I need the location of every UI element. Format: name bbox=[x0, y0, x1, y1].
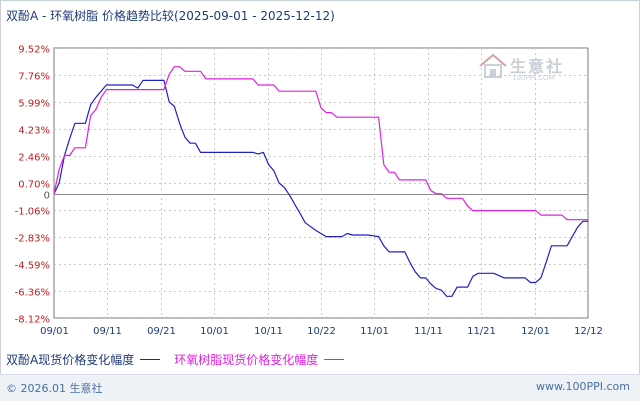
y-tick-label: 9.52% bbox=[18, 45, 50, 56]
chart-title: 双酚A - 环氧树脂 价格趋势比较(2025-09-01 - 2025-12-1… bbox=[6, 9, 335, 23]
watermark: 生意社 100PPI.COM bbox=[478, 52, 562, 84]
x-tick-label: 11/11 bbox=[414, 326, 443, 337]
footer-site-link[interactable]: www.100PPI.com bbox=[536, 380, 630, 393]
y-tick-label: -8.12% bbox=[15, 315, 50, 326]
y-tick-label: -2.83% bbox=[15, 234, 50, 245]
watermark-name: 生意社 bbox=[510, 57, 565, 76]
y-tick-label: -4.59% bbox=[15, 261, 50, 272]
y-tick-label: 0 bbox=[44, 191, 50, 202]
chart-legend: 双酚A现货价格变化幅度 环氧树脂现货价格变化幅度 bbox=[6, 351, 358, 368]
x-tick-label: 09/21 bbox=[147, 326, 176, 337]
footer-bar: © 2026.01 生意社 www.100PPI.com bbox=[0, 374, 640, 401]
x-tick-label: 10/01 bbox=[200, 326, 229, 337]
x-tick-label: 12/12 bbox=[574, 326, 603, 337]
y-tick-label: 5.99% bbox=[18, 99, 50, 110]
y-tick-label: -6.36% bbox=[15, 288, 50, 299]
legend-label-series2: 环氧树脂现货价格变化幅度 bbox=[174, 353, 319, 367]
legend-swatch-series1 bbox=[140, 359, 161, 360]
watermark-url: 100PPI.COM bbox=[512, 74, 555, 82]
legend-item-series2: 环氧树脂现货价格变化幅度 bbox=[174, 351, 345, 368]
watermark-house-icon bbox=[479, 53, 507, 78]
x-tick-label: 10/22 bbox=[307, 326, 336, 337]
legend-label-series1: 双酚A现货价格变化幅度 bbox=[6, 353, 135, 367]
series-line-1 bbox=[53, 79, 588, 297]
x-tick-label: 10/11 bbox=[254, 326, 283, 337]
legend-item-series1: 双酚A现货价格变化幅度 bbox=[6, 351, 161, 368]
series-line-2 bbox=[53, 66, 588, 221]
y-tick-label: 0.70% bbox=[18, 180, 50, 191]
x-tick-label: 09/01 bbox=[40, 326, 69, 337]
x-tick-label: 11/01 bbox=[360, 326, 389, 337]
x-tick-label: 11/21 bbox=[467, 326, 496, 337]
y-tick-label: 2.46% bbox=[18, 153, 50, 164]
y-tick-label: 4.23% bbox=[18, 126, 50, 137]
legend-swatch-series2 bbox=[324, 359, 345, 360]
footer-copyright: © 2026.01 生意社 bbox=[6, 382, 103, 395]
x-tick-label: 09/11 bbox=[93, 326, 122, 337]
y-tick-label: 7.76% bbox=[18, 72, 50, 83]
x-tick-label: 12/01 bbox=[521, 326, 550, 337]
y-tick-label: -1.06% bbox=[15, 207, 50, 218]
